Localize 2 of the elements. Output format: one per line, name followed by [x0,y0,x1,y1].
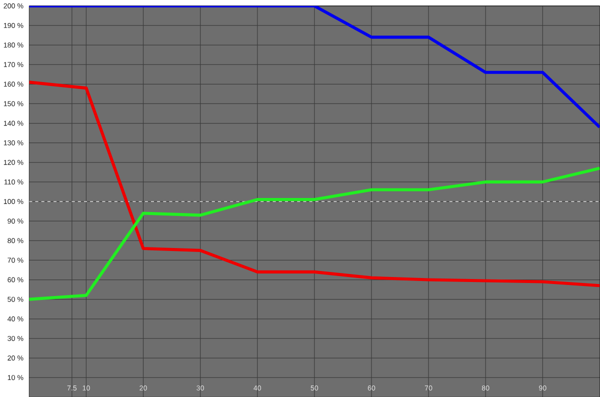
line-series [29,166,600,301]
line-series [29,80,600,287]
